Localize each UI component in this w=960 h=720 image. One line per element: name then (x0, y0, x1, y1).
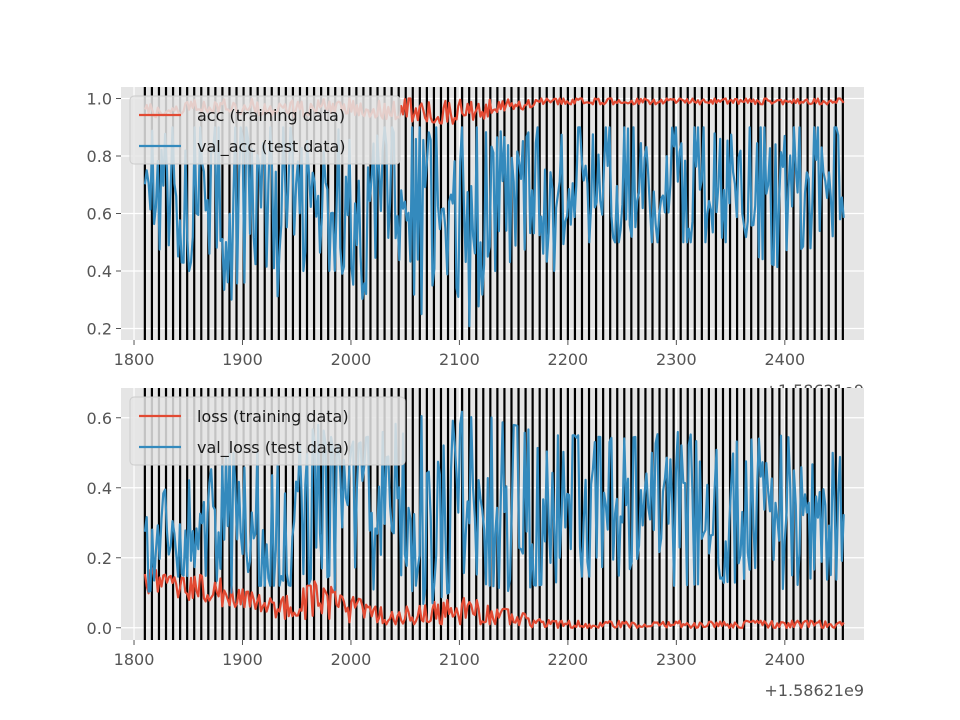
loss-chart-panel: 1800 1900 2000 2100 2200 2300 2400 0.0 0.2 0.4 0.6… (87, 388, 864, 700)
series-line-1 (143, 126, 845, 328)
y-tick-label: 0.6 (87, 409, 112, 428)
x-tick-label: 2100 (439, 350, 480, 369)
x-tick-label: 1800 (114, 350, 155, 369)
y-tick-label: 0.6 (87, 205, 112, 224)
x-tick-label: 1800 (114, 650, 155, 669)
y-tick-label: 0.8 (87, 147, 112, 166)
legend-label: val_acc (test data) (197, 137, 346, 157)
x-tick-label: 2200 (548, 650, 589, 669)
legend-box (129, 396, 406, 466)
y-tick-label: 0.2 (87, 549, 112, 568)
x-tick-label: 2000 (331, 650, 372, 669)
y-tick-label: 0.0 (87, 619, 112, 638)
series-line-0 (143, 567, 845, 629)
x-tick-label: 2200 (548, 350, 589, 369)
y-tick-label: 0.4 (87, 262, 112, 281)
legend-label: val_loss (test data) (197, 438, 349, 458)
x-tick-label: 2100 (439, 650, 480, 669)
accuracy-chart-panel: 1800 1900 2000 2100 2200 2300 2400 0.2 0.4 0.6 0.8… (87, 87, 864, 400)
legend-label: loss (training data) (197, 407, 349, 426)
x-tick-label: 1900 (222, 350, 263, 369)
x-tick-label: 2400 (764, 650, 805, 669)
x-tick-label: 2000 (331, 350, 372, 369)
legend-box (129, 95, 401, 165)
y-tick-label: 1.0 (87, 90, 112, 109)
x-tick-label: 2300 (656, 650, 697, 669)
x-tick-label: 1900 (222, 650, 263, 669)
x-tick-label: 2400 (764, 350, 805, 369)
y-tick-label: 0.2 (87, 320, 112, 339)
series-line-1 (143, 410, 845, 605)
plot-content (143, 388, 845, 640)
x-tick-label: 2300 (656, 350, 697, 369)
legend-label: acc (training data) (197, 106, 345, 125)
y-tick-label: 0.4 (87, 479, 112, 498)
x-offset-label: +1.58621e9 (764, 681, 864, 700)
plot-content (143, 87, 845, 340)
